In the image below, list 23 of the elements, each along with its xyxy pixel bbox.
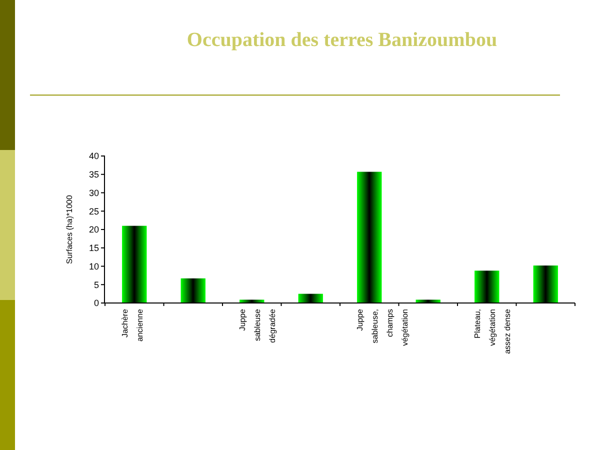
x-tick-label: Jachère ancienne bbox=[120, 308, 144, 342]
bar bbox=[357, 172, 382, 303]
y-tick-label: 40 bbox=[88, 151, 99, 162]
bar bbox=[533, 266, 558, 303]
x-tick-label: Juppe sableuse dégradée bbox=[238, 308, 277, 343]
y-tick-label: 20 bbox=[88, 224, 99, 235]
y-tick-label: 35 bbox=[88, 170, 99, 180]
bar bbox=[180, 278, 206, 303]
x-tick-label: Juppe sableuse, champs végétation bbox=[355, 308, 410, 346]
y-tick-label: 30 bbox=[88, 188, 99, 198]
y-tick-label: 10 bbox=[88, 261, 99, 272]
y-tick-label: 5 bbox=[94, 280, 99, 290]
bar bbox=[416, 300, 440, 303]
y-tick-label: 0 bbox=[94, 298, 99, 308]
x-tick-label: Plateau, végétation assez dense bbox=[472, 308, 512, 354]
chart-title: Occupation des terres Banizoumbou bbox=[186, 29, 498, 51]
y-tick-label: 25 bbox=[88, 206, 99, 216]
bar bbox=[240, 300, 264, 303]
bar bbox=[122, 226, 147, 303]
bar bbox=[474, 270, 500, 303]
y-tick-label: 15 bbox=[88, 243, 99, 254]
bar bbox=[298, 294, 323, 303]
y-axis-title: Surfaces (ha)*1000 bbox=[65, 194, 74, 264]
